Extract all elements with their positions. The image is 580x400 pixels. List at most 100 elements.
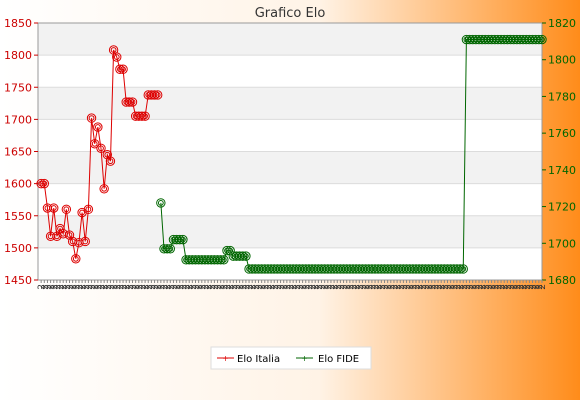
plot-band (38, 247, 542, 280)
data-point-inner (460, 266, 467, 272)
data-point-inner (94, 124, 101, 130)
x-tick-label: 2 (169, 284, 179, 290)
x-tick-label: 2 (453, 284, 463, 290)
data-point-outer (219, 255, 229, 265)
x-tick-label: 2 (122, 284, 132, 290)
x-tick-label: 2 (201, 284, 211, 290)
x-tick-label: 2 (277, 284, 287, 290)
x-tick-label: 2 (72, 284, 82, 290)
x-tick-label: 2 (100, 284, 110, 290)
x-tick-label: 2 (358, 284, 368, 290)
data-point-inner (82, 238, 89, 245)
x-tick-label: 2 (371, 284, 381, 290)
data-point-outer (86, 113, 97, 123)
x-tick-label: 2 (185, 284, 195, 290)
y-right-tick-label: 1820 (548, 17, 576, 30)
x-tick-label: 2 (456, 284, 466, 290)
data-point-outer (102, 150, 113, 160)
x-tick-label: 2 (210, 284, 220, 290)
x-tick-label: 2 (522, 284, 532, 290)
data-point-outer (225, 245, 235, 256)
data-point-outer (83, 204, 94, 215)
x-tick-label: 2 (299, 284, 309, 290)
x-tick-label: 2 (529, 284, 539, 290)
data-point-outer (93, 122, 103, 132)
x-tick-label: 2 (47, 284, 57, 290)
data-point-outer (175, 234, 185, 245)
x-tick-label: 2 (503, 284, 513, 290)
x-tick-label: 2 (264, 284, 274, 290)
data-point-inner (120, 66, 126, 73)
legend-italia-label: Elo Italia (237, 354, 280, 365)
x-tick-label: 2 (204, 284, 214, 290)
x-tick-label: 2 (349, 284, 359, 290)
x-tick-label: 2 (377, 284, 387, 290)
x-tick-label: 2 (255, 284, 265, 290)
y-left-tick-label: 1650 (4, 146, 32, 159)
chart-title: Grafico Elo (255, 6, 326, 21)
data-point-inner (107, 158, 114, 165)
y-left-tick-label: 1850 (4, 17, 32, 30)
x-tick-label: 2 (132, 284, 142, 290)
x-tick-label: 2 (444, 284, 454, 290)
x-tick-label: 2 (97, 284, 107, 290)
x-tick-label: 2 (273, 284, 283, 290)
data-point-inner (110, 47, 117, 53)
legend-fide-label: Elo FIDE (318, 354, 359, 365)
data-point-inner (142, 113, 149, 120)
x-tick-label: 2 (214, 284, 224, 290)
y-right-tick-label: 1740 (548, 164, 576, 177)
x-tick-label: 2 (327, 284, 337, 290)
data-point-outer (222, 245, 232, 256)
x-tick-label: 2 (494, 284, 504, 290)
data-point-outer (55, 223, 65, 234)
data-point-outer (458, 264, 468, 274)
x-tick-label: 2 (229, 284, 239, 290)
data-point-inner (41, 180, 48, 187)
data-point-outer (216, 255, 226, 265)
x-tick-label: 2 (81, 284, 91, 290)
x-tick-label: 2 (469, 284, 479, 290)
x-tick-label: 2 (129, 284, 139, 290)
x-tick-label: 2 (481, 284, 491, 290)
data-point-inner (154, 92, 161, 98)
data-point-inner (113, 54, 120, 60)
x-tick-label: 2 (447, 284, 457, 290)
data-point-inner (63, 206, 70, 213)
data-point-inner (220, 256, 227, 263)
x-tick-label: 2 (192, 284, 202, 290)
data-point-inner (98, 145, 104, 152)
y-left-tick-label: 1500 (4, 242, 32, 255)
x-tick-label: 2 (125, 284, 135, 290)
x-tick-label: 2 (220, 284, 230, 290)
y-right-tick-label: 1720 (548, 201, 576, 214)
data-point-outer (124, 97, 135, 107)
y-left-tick-label: 1700 (4, 113, 32, 126)
x-tick-label: 2 (497, 284, 507, 290)
x-tick-label: 2 (163, 284, 173, 290)
x-tick-label: 2 (116, 284, 126, 290)
data-point-outer (153, 90, 163, 100)
x-tick-label: 2 (415, 284, 425, 290)
x-tick-label: 2 (374, 284, 384, 290)
x-tick-label: 2 (343, 284, 353, 290)
x-tick-label: 2 (135, 284, 145, 290)
data-point-outer (241, 251, 251, 261)
x-tick-label: 2 (37, 284, 47, 290)
y-right-tick-label: 1700 (548, 237, 576, 250)
x-tick-label: 2 (242, 284, 252, 290)
y-left-tick-label: 1450 (4, 274, 32, 287)
x-tick-label: 2 (53, 284, 63, 290)
x-tick-label: 2 (84, 284, 94, 290)
x-tick-label: 2 (384, 284, 394, 290)
plot-band (38, 119, 542, 152)
x-tick-label: 2 (56, 284, 66, 290)
data-point-inner (88, 115, 95, 121)
data-point-outer (36, 178, 46, 189)
x-tick-label: 2 (365, 284, 375, 290)
y-right-tick-label: 1760 (548, 127, 576, 140)
data-point-outer (99, 184, 109, 194)
y-right-tick-label: 1800 (548, 54, 576, 67)
x-tick-label: 2 (346, 284, 356, 290)
